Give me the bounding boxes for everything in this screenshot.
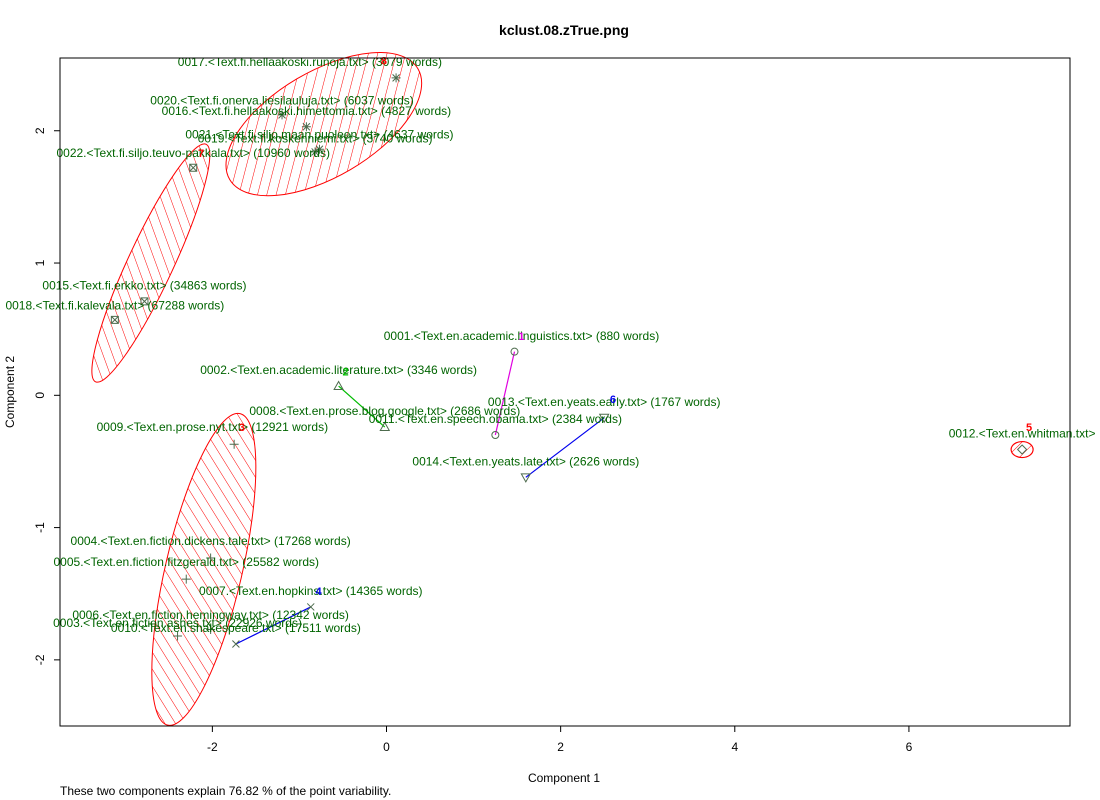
data-point [206,624,216,634]
point-label: 0008.<Text.en.prose.blog.google.txt> (26… [249,404,520,418]
data-point [306,603,315,611]
data-point [189,163,198,172]
data-point [598,413,610,424]
cluster-segment [338,385,386,428]
data-point [181,574,191,584]
cluster-number-label: 2 [343,366,349,378]
cluster-number-label: 6 [610,394,616,406]
data-point [1016,444,1028,455]
data-point [520,473,532,483]
data-point [379,421,391,432]
data-point [140,297,149,306]
data-point [173,631,183,641]
cluster-segment [235,606,312,645]
x-tick-label: 0 [383,740,390,754]
point-label: 0006.<Text.en.fiction.hemingway.txt> (12… [72,608,349,622]
point-label: 0002.<Text.en.academic.literature.txt> (… [200,363,477,377]
data-point [110,315,119,324]
cluster-ellipse [225,52,423,197]
point-label: 0003.<Text.en.fiction.ashes.txt> (22926 … [53,616,302,630]
point-label: 0021.<Text.fi.siljo.maan.puoleen.txt> (4… [185,128,453,142]
x-tick-label: 4 [731,740,738,754]
point-label: 0019.<Text.fi.koskenniemi.txt> (3740 wor… [198,132,433,146]
cluster-number-label: 5 [1026,422,1032,434]
data-point [277,110,287,120]
x-axis-label: Component 1 [528,771,600,785]
point-label: 0004.<Text.en.fiction.dickens.tale.txt> … [71,534,351,548]
cluster-shapes [91,52,1034,726]
point-label: 0016.<Text.fi.hellaakoski.himettomia.txt… [162,104,451,118]
point-label: 0020.<Text.fi.onerva.liesilauluja.txt> (… [150,93,413,107]
data-point [391,73,401,83]
plot-frame [59,57,1071,727]
point-labels: 0001.<Text.en.academic.linguistics.txt> … [5,55,1095,635]
y-tick-label: 1 [33,259,47,266]
point-label: 0018.<Text.fi.kalevala.txt> (67288 words… [5,298,224,312]
chart-title: kclust.08.zTrue.png [499,22,629,38]
data-points [110,73,1028,648]
point-label: 0010.<Text.en.shakespeare.txt> (17511 wo… [111,621,361,635]
point-label: 0014.<Text.en.yeats.late.txt> (2626 word… [412,454,639,468]
data-point [314,144,324,154]
point-label: 0015.<Text.fi.erkko.txt> (34863 words) [42,278,246,292]
cluster-labels: 1 2 3 4 5 6 7 8 [198,56,1032,598]
y-tick-label: 0 [33,392,47,399]
cluster-ellipse [1010,440,1034,459]
point-label: 0009.<Text.en.prose.nyt.txt> (12921 word… [97,420,328,434]
point-label: 0007.<Text.en.hopkins.txt> (14365 words) [199,584,422,598]
x-tick-label: 6 [906,740,913,754]
cluster-number-label: 7 [198,148,204,160]
data-point [301,122,311,132]
y-tick-label: -2 [33,654,47,665]
cluster-number-label: 4 [316,586,323,598]
data-point [491,430,500,439]
data-point [206,553,216,563]
data-point [510,347,519,356]
y-axis-label: Component 2 [3,356,17,428]
x-tick-label: 2 [557,740,564,754]
point-label: 0011.<Text.en.speech.obama.txt> (2384 wo… [369,412,622,426]
y-tick-label: -1 [33,522,47,533]
cluster-segment [525,417,605,478]
chart-footnote: These two components explain 76.82 % of … [60,784,392,798]
axes: -2 0 2 4 6 -2 -1 0 1 2 [33,127,912,754]
y-tick-label: 2 [33,127,47,134]
data-point [333,380,344,391]
point-label: 0005.<Text.en.fiction.fitzgerald.txt> (2… [54,555,319,569]
cluster-ellipse [91,143,211,383]
x-tick-label: -2 [207,740,218,754]
cluster-number-label: 1 [518,331,524,343]
data-point [232,640,240,648]
cluster-number-label: 8 [381,56,387,68]
cluster-ellipse [151,412,257,726]
cluster-number-label: 3 [239,422,245,434]
data-point [310,147,320,157]
data-point [229,439,239,449]
point-label: 0012.<Text.en.whitman.txt> [949,427,1096,441]
point-label: 0013.<Text.en.yeats.early.txt> (1767 wor… [488,395,721,409]
point-label: 0022.<Text.fi.siljo.teuvo-pakkala.txt> (… [56,146,329,160]
cluster-segment [494,351,516,436]
point-label: 0001.<Text.en.academic.linguistics.txt> … [384,329,659,343]
point-label: 0017.<Text.fi.hellaakoski.runoja.txt> (3… [178,55,442,69]
